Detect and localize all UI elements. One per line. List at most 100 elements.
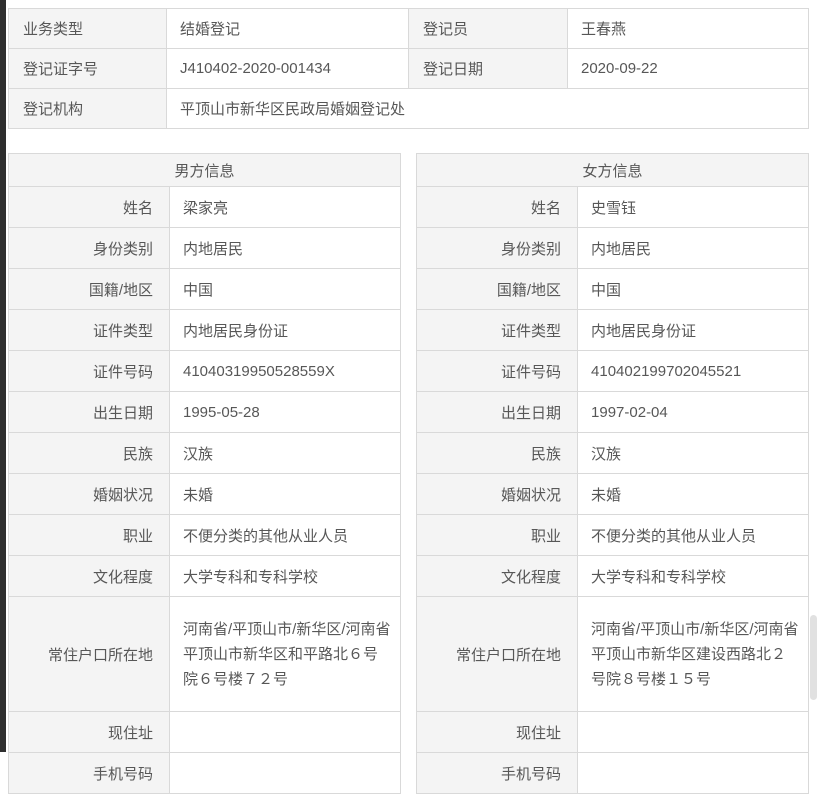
female-registered-address-value: 河南省/平顶山市/新华区/河南省平顶山市新华区建设西路北２号院８号楼１５号 bbox=[577, 596, 810, 712]
male-ethnicity-label: 民族 bbox=[8, 432, 170, 474]
table-row: 姓名 梁家亮 bbox=[8, 186, 402, 228]
female-id-type-label: 证件类型 bbox=[416, 309, 579, 351]
male-education-value: 大学专科和专科学校 bbox=[168, 555, 402, 597]
male-marital-status-value: 未婚 bbox=[168, 473, 402, 515]
table-row: 姓名 史雪钰 bbox=[416, 186, 810, 228]
female-occupation-value: 不便分类的其他从业人员 bbox=[577, 514, 810, 556]
male-current-address-value bbox=[168, 711, 402, 753]
table-row: 身份类别 内地居民 bbox=[8, 227, 402, 269]
table-row: 职业 不便分类的其他从业人员 bbox=[416, 514, 810, 556]
female-birthdate-value: 1997-02-04 bbox=[577, 391, 810, 433]
male-identity-category-label: 身份类别 bbox=[8, 227, 170, 269]
registration-date-label: 登记日期 bbox=[408, 48, 568, 89]
table-row: 民族 汉族 bbox=[8, 432, 402, 474]
female-nationality-label: 国籍/地区 bbox=[416, 268, 579, 310]
scrollbar-thumb[interactable] bbox=[810, 615, 817, 700]
summary-row-certificate: 登记证字号 J410402-2020-001434 登记日期 2020-09-2… bbox=[8, 48, 809, 89]
male-registered-address-label: 常住户口所在地 bbox=[8, 596, 170, 712]
male-id-number-label: 证件号码 bbox=[8, 350, 170, 392]
registration-date-value: 2020-09-22 bbox=[567, 48, 809, 89]
female-identity-category-label: 身份类别 bbox=[416, 227, 579, 269]
male-occupation-value: 不便分类的其他从业人员 bbox=[168, 514, 402, 556]
female-occupation-label: 职业 bbox=[416, 514, 579, 556]
table-row: 身份类别 内地居民 bbox=[416, 227, 810, 269]
female-id-number-value: 410402199702045521 bbox=[577, 350, 810, 392]
table-row: 证件类型 内地居民身份证 bbox=[8, 309, 402, 351]
female-current-address-label: 现住址 bbox=[416, 711, 579, 753]
female-education-label: 文化程度 bbox=[416, 555, 579, 597]
business-type-value: 结婚登记 bbox=[166, 8, 409, 49]
table-row: 婚姻状况 未婚 bbox=[416, 473, 810, 515]
female-marital-status-value: 未婚 bbox=[577, 473, 810, 515]
female-info-table: 女方信息 姓名 史雪钰 身份类别 内地居民 国籍/地区 中国 证件类型 内地居民… bbox=[416, 153, 810, 794]
male-id-type-label: 证件类型 bbox=[8, 309, 170, 351]
table-row: 民族 汉族 bbox=[416, 432, 810, 474]
registrar-value: 王春燕 bbox=[567, 8, 809, 49]
male-info-table: 男方信息 姓名 梁家亮 身份类别 内地居民 国籍/地区 中国 证件类型 内地居民… bbox=[7, 153, 402, 794]
male-mobile-value bbox=[168, 752, 402, 794]
marriage-registration-record: 业务类型 结婚登记 登记员 王春燕 登记证字号 J410402-2020-001… bbox=[7, 8, 810, 794]
summary-row-business: 业务类型 结婚登记 登记员 王春燕 bbox=[8, 8, 809, 49]
male-mobile-label: 手机号码 bbox=[8, 752, 170, 794]
certificate-no-label: 登记证字号 bbox=[8, 48, 167, 89]
male-education-label: 文化程度 bbox=[8, 555, 170, 597]
table-row: 出生日期 1997-02-04 bbox=[416, 391, 810, 433]
male-nationality-value: 中国 bbox=[168, 268, 402, 310]
female-ethnicity-label: 民族 bbox=[416, 432, 579, 474]
male-identity-category-value: 内地居民 bbox=[168, 227, 402, 269]
agency-value: 平顶山市新华区民政局婚姻登记处 bbox=[166, 88, 809, 129]
male-name-label: 姓名 bbox=[8, 186, 170, 228]
female-name-label: 姓名 bbox=[416, 186, 579, 228]
female-mobile-label: 手机号码 bbox=[416, 752, 579, 794]
male-registered-address-value: 河南省/平顶山市/新华区/河南省平顶山市新华区和平路北６号院６号楼７２号 bbox=[168, 596, 402, 712]
male-info-title: 男方信息 bbox=[7, 153, 402, 187]
female-nationality-value: 中国 bbox=[577, 268, 810, 310]
male-name-value: 梁家亮 bbox=[168, 186, 402, 228]
table-row: 文化程度 大学专科和专科学校 bbox=[8, 555, 402, 597]
table-row: 职业 不便分类的其他从业人员 bbox=[8, 514, 402, 556]
page-left-edge bbox=[0, 0, 6, 752]
male-nationality-label: 国籍/地区 bbox=[8, 268, 170, 310]
female-mobile-value bbox=[577, 752, 810, 794]
table-row: 国籍/地区 中国 bbox=[416, 268, 810, 310]
table-row: 证件号码 41040319950528559X bbox=[8, 350, 402, 392]
female-registered-address-label: 常住户口所在地 bbox=[416, 596, 579, 712]
female-birthdate-label: 出生日期 bbox=[416, 391, 579, 433]
male-occupation-label: 职业 bbox=[8, 514, 170, 556]
table-row: 证件类型 内地居民身份证 bbox=[416, 309, 810, 351]
female-name-value: 史雪钰 bbox=[577, 186, 810, 228]
male-current-address-label: 现住址 bbox=[8, 711, 170, 753]
female-education-value: 大学专科和专科学校 bbox=[577, 555, 810, 597]
female-id-type-value: 内地居民身份证 bbox=[577, 309, 810, 351]
table-row: 婚姻状况 未婚 bbox=[8, 473, 402, 515]
table-row: 国籍/地区 中国 bbox=[8, 268, 402, 310]
female-ethnicity-value: 汉族 bbox=[577, 432, 810, 474]
female-identity-category-value: 内地居民 bbox=[577, 227, 810, 269]
male-info-header: 男方信息 bbox=[7, 153, 402, 187]
male-ethnicity-value: 汉族 bbox=[168, 432, 402, 474]
male-id-type-value: 内地居民身份证 bbox=[168, 309, 402, 351]
summary-row-agency: 登记机构 平顶山市新华区民政局婚姻登记处 bbox=[8, 88, 809, 129]
table-row: 现住址 bbox=[416, 711, 810, 753]
female-current-address-value bbox=[577, 711, 810, 753]
male-birthdate-label: 出生日期 bbox=[8, 391, 170, 433]
female-marital-status-label: 婚姻状况 bbox=[416, 473, 579, 515]
male-marital-status-label: 婚姻状况 bbox=[8, 473, 170, 515]
male-birthdate-value: 1995-05-28 bbox=[168, 391, 402, 433]
table-row: 常住户口所在地 河南省/平顶山市/新华区/河南省平顶山市新华区和平路北６号院６号… bbox=[8, 596, 402, 712]
female-info-header: 女方信息 bbox=[416, 153, 810, 187]
female-id-number-label: 证件号码 bbox=[416, 350, 579, 392]
table-row: 手机号码 bbox=[8, 752, 402, 794]
table-row: 证件号码 410402199702045521 bbox=[416, 350, 810, 392]
agency-label: 登记机构 bbox=[8, 88, 167, 129]
table-row: 常住户口所在地 河南省/平顶山市/新华区/河南省平顶山市新华区建设西路北２号院８… bbox=[416, 596, 810, 712]
table-row: 手机号码 bbox=[416, 752, 810, 794]
female-info-title: 女方信息 bbox=[416, 153, 810, 187]
table-row: 出生日期 1995-05-28 bbox=[8, 391, 402, 433]
table-row: 文化程度 大学专科和专科学校 bbox=[416, 555, 810, 597]
registration-summary-table: 业务类型 结婚登记 登记员 王春燕 登记证字号 J410402-2020-001… bbox=[8, 8, 809, 129]
certificate-no-value: J410402-2020-001434 bbox=[166, 48, 409, 89]
registrar-label: 登记员 bbox=[408, 8, 568, 49]
table-row: 现住址 bbox=[8, 711, 402, 753]
male-id-number-value: 41040319950528559X bbox=[168, 350, 402, 392]
